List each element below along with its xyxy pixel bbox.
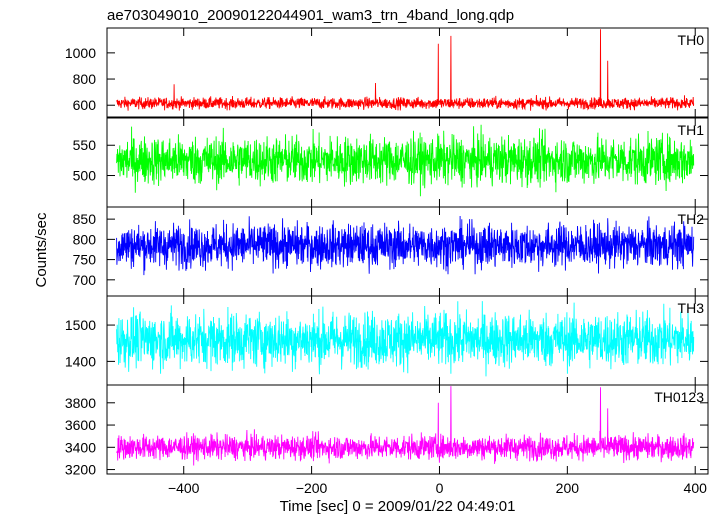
x-tick-label: 200 bbox=[556, 480, 580, 496]
series-label-th0: TH0 bbox=[678, 32, 705, 48]
y-tick-label: 700 bbox=[73, 272, 97, 288]
y-tick-label: 3200 bbox=[65, 462, 96, 478]
x-tick-label: 400 bbox=[684, 480, 708, 496]
series-line-th1 bbox=[116, 124, 695, 197]
panel-th3: 1400 1500 TH3 bbox=[65, 295, 709, 386]
x-tick-label: −400 bbox=[168, 480, 200, 496]
series-label-th0123: TH0123 bbox=[654, 389, 704, 405]
x-tick-label: −200 bbox=[296, 480, 328, 496]
panel-th0: 600 800 1000 TH0 bbox=[65, 27, 709, 118]
series-line-th3 bbox=[116, 301, 695, 377]
series-label-th3: TH3 bbox=[678, 300, 705, 316]
y-tick-label: 3800 bbox=[65, 395, 96, 411]
series-label-th1: TH1 bbox=[678, 122, 705, 138]
panel-th2: 700 750 800 850 TH2 bbox=[73, 206, 709, 297]
x-tick-label: 0 bbox=[436, 480, 444, 496]
panel-th0123: 3200 3400 3600 3800 TH0123 bbox=[65, 384, 709, 478]
y-tick-label: 3400 bbox=[65, 439, 96, 455]
series-label-th2: TH2 bbox=[678, 211, 705, 227]
y-tick-label: 1000 bbox=[65, 45, 96, 61]
panel-th1: 500 550 TH1 bbox=[73, 117, 709, 208]
y-tick-label: 1400 bbox=[65, 353, 96, 369]
y-tick-label: 750 bbox=[73, 252, 97, 268]
y-tick-label: 800 bbox=[73, 231, 97, 247]
y-tick-label: 850 bbox=[73, 211, 97, 227]
y-tick-label: 600 bbox=[73, 97, 97, 113]
chart-title: ae703049010_20090122044901_wam3_trn_4ban… bbox=[107, 7, 514, 24]
panel-frame bbox=[106, 384, 709, 475]
series-line-th0 bbox=[116, 29, 695, 111]
y-tick-label: 1500 bbox=[65, 317, 96, 333]
y-tick-label: 3600 bbox=[65, 417, 96, 433]
series-line-th0123 bbox=[116, 386, 695, 466]
y-tick-label: 500 bbox=[73, 168, 97, 184]
y-tick-label: 550 bbox=[73, 137, 97, 153]
x-axis-label: Time [sec] 0 = 2009/01/22 04:49:01 bbox=[280, 498, 516, 515]
panel-frame bbox=[106, 27, 709, 118]
series-line-th2 bbox=[116, 215, 695, 276]
y-tick-label: 800 bbox=[73, 71, 97, 87]
y-axis-label: Counts/sec bbox=[33, 212, 50, 288]
